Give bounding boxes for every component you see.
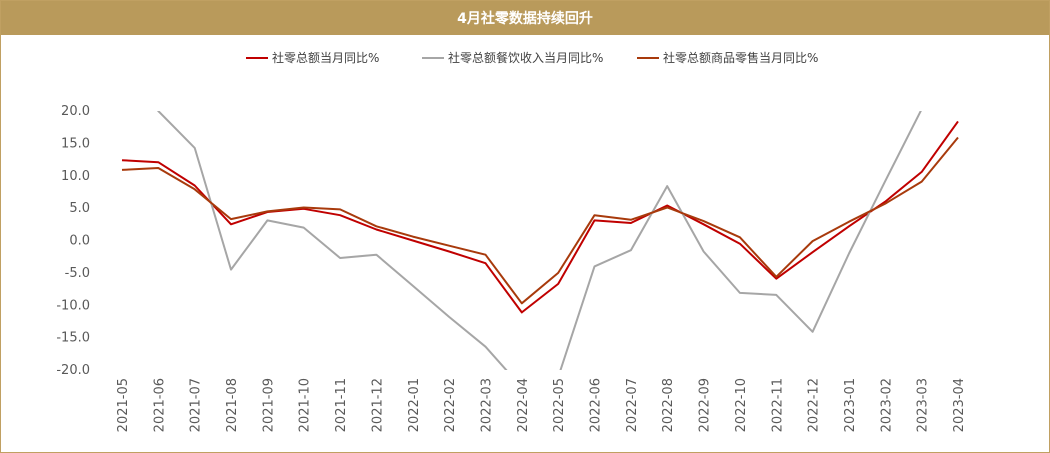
x-tick-label: 2021-06: [152, 378, 167, 432]
x-tick-label: 2022-02: [443, 378, 458, 432]
series-line-2: [156, 111, 922, 370]
x-tick-label: 2022-08: [661, 378, 676, 432]
x-tick-label: 2021-12: [370, 378, 385, 432]
legend: 社零总额当月同比% 社零总额餐饮收入当月同比% 社零总额商品零售当月同比%: [246, 50, 818, 65]
x-tick-label: 2022-03: [479, 378, 494, 432]
x-tick-label: 2022-01: [407, 378, 422, 432]
x-tick-label: 2022-10: [734, 378, 749, 432]
series-line-1: [121, 120, 959, 314]
series-line-3: [121, 136, 959, 305]
x-tick-label: 2021-07: [189, 378, 204, 432]
y-tick-label: -5.0: [65, 266, 90, 281]
x-tick-label: 2023-02: [879, 378, 894, 432]
x-tick-label: 2021-08: [225, 378, 240, 432]
x-tick-label: 2021-05: [116, 378, 131, 432]
x-tick-label: 2022-07: [625, 378, 640, 432]
x-tick-label: 2022-06: [589, 378, 604, 432]
plot-area: [121, 111, 959, 370]
x-tick-label: 2022-12: [807, 378, 822, 432]
x-tick-label: 2023-04: [952, 378, 967, 432]
y-tick-label: 20.0: [61, 104, 90, 119]
chart-title: 4月社零数据持续回升: [1, 1, 1049, 35]
legend-label: 社零总额当月同比%: [272, 50, 379, 65]
x-tick-label: 2022-05: [552, 378, 567, 432]
x-tick-label: 2021-09: [261, 378, 276, 432]
x-tick-label: 2022-09: [698, 378, 713, 432]
legend-label: 社零总额餐饮收入当月同比%: [448, 50, 603, 65]
y-tick-label: -10.0: [56, 298, 90, 313]
x-tick-label: 2022-11: [770, 378, 785, 432]
y-tick-label: 5.0: [69, 201, 90, 216]
y-tick-label: 0.0: [69, 234, 90, 249]
x-tick-label: 2022-04: [516, 378, 531, 432]
x-tick-label: 2023-03: [916, 378, 931, 432]
y-tick-label: 10.0: [61, 169, 90, 184]
y-tick-label: 15.0: [61, 136, 90, 151]
x-tick-label: 2021-10: [298, 378, 313, 432]
x-tick-label: 2021-11: [334, 378, 349, 432]
x-tick-label: 2023-01: [843, 378, 858, 432]
y-tick-label: -20.0: [56, 363, 90, 378]
legend-label: 社零总额商品零售当月同比%: [663, 50, 818, 65]
y-axis: 20.0 15.0 10.0 5.0 0.0 -5.0 -10.0 -15.0 -20.0: [56, 104, 90, 378]
x-axis: 2021-05 2021-06 2021-07 2021-08 2021-09 2021-…: [116, 378, 967, 432]
y-tick-label: -15.0: [56, 331, 90, 346]
